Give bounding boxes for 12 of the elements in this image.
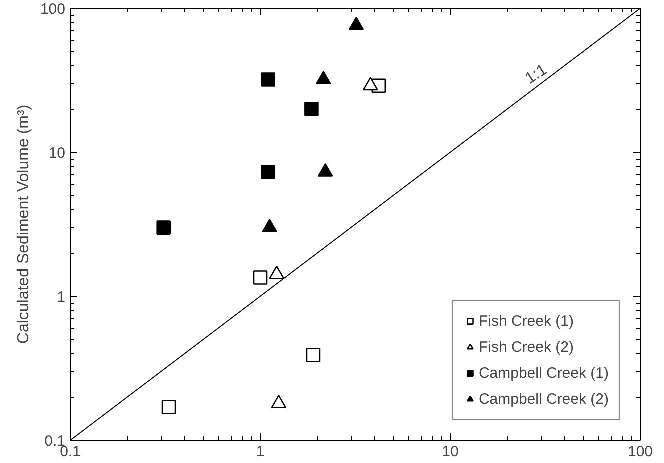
legend-label: Fish Creek (2)	[478, 338, 574, 356]
y-tick-label: 10	[48, 145, 66, 162]
annotation: 1:1	[522, 61, 551, 88]
legend-label: Campbell Creek (2)	[478, 390, 609, 408]
x-tick-label: 100	[628, 444, 654, 460]
y-tick-label: 1	[57, 289, 66, 306]
x-tick-label: 10	[442, 444, 459, 460]
x-tick-label: 1	[256, 444, 265, 460]
legend-label: Campbell Creek (1)	[478, 364, 609, 382]
y-tick-label: 100	[40, 1, 66, 18]
legend-label: Fish Creek (1)	[478, 312, 574, 330]
y-axis-title: Calculated Sediment Volume (m³)	[15, 104, 32, 344]
